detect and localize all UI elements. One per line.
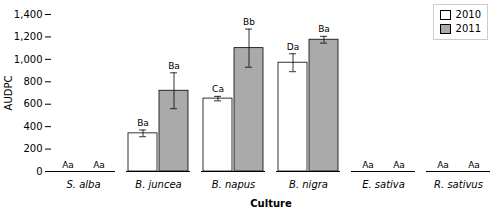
svg-text:Bb: Bb bbox=[243, 17, 255, 27]
svg-text:Ca: Ca bbox=[212, 84, 224, 94]
svg-text:Aa: Aa bbox=[393, 160, 405, 170]
svg-text:B. nigra: B. nigra bbox=[289, 179, 328, 190]
svg-text:E. sativa: E. sativa bbox=[362, 179, 405, 190]
svg-text:Da: Da bbox=[287, 42, 299, 52]
svg-text:600: 600 bbox=[23, 98, 42, 109]
svg-text:B. napus: B. napus bbox=[212, 179, 256, 190]
svg-text:200: 200 bbox=[23, 143, 42, 154]
svg-text:400: 400 bbox=[23, 121, 42, 132]
svg-text:S. alba: S. alba bbox=[66, 179, 100, 190]
html-text:2011: 2011 bbox=[455, 23, 481, 34]
svg-text:1,000: 1,000 bbox=[14, 54, 43, 65]
svg-text:Aa: Aa bbox=[93, 160, 105, 170]
svg-text:Ba: Ba bbox=[137, 118, 149, 128]
svg-text:1,200: 1,200 bbox=[14, 31, 43, 42]
svg-text:R. sativus: R. sativus bbox=[434, 179, 483, 190]
svg-text:1,400: 1,400 bbox=[14, 9, 43, 20]
svg-text:Aa: Aa bbox=[437, 160, 449, 170]
svg-text:Aa: Aa bbox=[468, 160, 480, 170]
html-text:2010: 2010 bbox=[455, 9, 481, 20]
svg-text:Ba: Ba bbox=[168, 61, 180, 71]
svg-text:Culture: Culture bbox=[250, 198, 292, 209]
svg-text:B. juncea: B. juncea bbox=[135, 179, 181, 190]
svg-text:Ba: Ba bbox=[318, 24, 330, 34]
svg-text:800: 800 bbox=[23, 76, 42, 87]
svg-text:0: 0 bbox=[36, 166, 42, 177]
svg-text:Aa: Aa bbox=[62, 160, 74, 170]
svg-text:AUDPC: AUDPC bbox=[3, 76, 14, 111]
svg-text:Aa: Aa bbox=[362, 160, 374, 170]
